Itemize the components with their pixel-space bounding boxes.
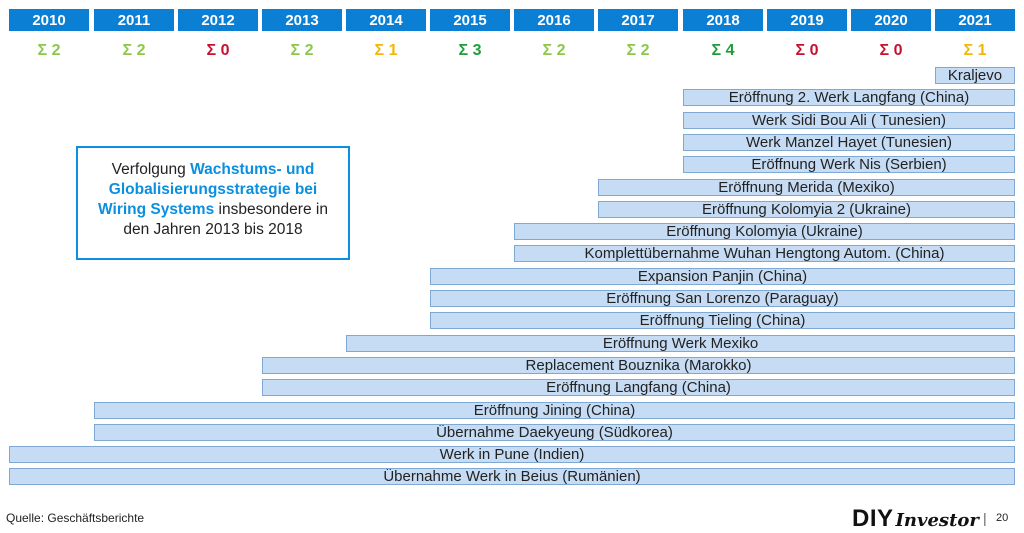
logo-diy-text: DIY [852, 505, 894, 532]
timeline-bar: Eröffnung 2. Werk Langfang (China) [683, 89, 1015, 107]
callout-highlight: Wachstums- und Globalisierungsstrategie … [98, 161, 318, 218]
year-header-2019: 2019 [767, 9, 847, 31]
callout-text-after: insbesondere in den Jahren 2013 bis 2018 [123, 201, 328, 238]
timeline-bar: Werk Manzel Hayet (Tunesien) [683, 133, 1015, 151]
year-sum-2018: Σ 4 [711, 42, 735, 59]
year-header-2013: 2013 [262, 9, 342, 31]
year-sum-2015: Σ 3 [458, 42, 482, 59]
timeline-bar: Eröffnung Kolomyia 2 (Ukraine) [598, 200, 1015, 218]
timeline-bar: Werk in Pune (Indien) [9, 446, 1015, 464]
year-header-2012: 2012 [178, 9, 258, 31]
year-header-2015: 2015 [430, 9, 510, 31]
timeline-bar: Eröffnung Merida (Mexiko) [598, 178, 1015, 196]
year-sum-2010: Σ 2 [37, 42, 61, 59]
callout-text-before: Verfolgung [111, 161, 191, 178]
year-header-2016: 2016 [514, 9, 594, 31]
timeline-bar: Eröffnung Kolomyia (Ukraine) [514, 223, 1015, 241]
timeline-bar: Werk Sidi Bou Ali ( Tunesien) [683, 111, 1015, 129]
timeline-bar: Eröffnung Langfang (China) [262, 379, 1015, 397]
diy-investor-logo: DIY Investor [852, 505, 979, 533]
strategy-callout: Verfolgung Wachstums- und Globalisierung… [76, 146, 350, 260]
year-header-2017: 2017 [598, 9, 678, 31]
year-sum-2012: Σ 0 [206, 42, 230, 59]
year-sum-2021: Σ 1 [963, 42, 987, 59]
timeline-bar: Eröffnung San Lorenzo (Paraguay) [430, 290, 1015, 307]
timeline-bar: Kraljevo [935, 67, 1015, 84]
year-sum-2013: Σ 2 [290, 42, 314, 59]
year-header-2018: 2018 [683, 9, 763, 31]
logo-investor-text: Investor [895, 510, 979, 531]
footer-separator: | [983, 510, 987, 526]
year-sum-2016: Σ 2 [542, 42, 566, 59]
timeline-bar: Eröffnung Jining (China) [94, 401, 1015, 419]
timeline-bar: Komplettübernahme Wuhan Hengtong Autom. … [514, 245, 1015, 263]
year-header-2010: 2010 [9, 9, 89, 31]
year-sum-2020: Σ 0 [879, 42, 903, 59]
timeline-bar: Expansion Panjin (China) [430, 267, 1015, 285]
year-header-2014: 2014 [346, 9, 426, 31]
year-sum-2019: Σ 0 [795, 42, 819, 59]
timeline-bar: Replacement Bouznika (Marokko) [262, 356, 1015, 374]
timeline-bar: Eröffnung Werk Mexiko [346, 334, 1015, 352]
year-header-2011: 2011 [94, 9, 174, 31]
year-header-2021: 2021 [935, 9, 1015, 31]
year-sum-2014: Σ 1 [374, 42, 398, 59]
timeline-bar: Übernahme Daekyeung (Südkorea) [94, 423, 1015, 441]
timeline-bar: Übernahme Werk in Beius (Rumänien) [9, 468, 1015, 486]
year-sum-2017: Σ 2 [626, 42, 650, 59]
source-note: Quelle: Geschäftsberichte [6, 511, 145, 525]
year-sum-2011: Σ 2 [122, 42, 146, 59]
timeline-bar: Eröffnung Tieling (China) [430, 312, 1015, 330]
page-number: 20 [996, 512, 1009, 524]
timeline-bar: Eröffnung Werk Nis (Serbien) [683, 156, 1015, 174]
year-header-2020: 2020 [851, 9, 931, 31]
